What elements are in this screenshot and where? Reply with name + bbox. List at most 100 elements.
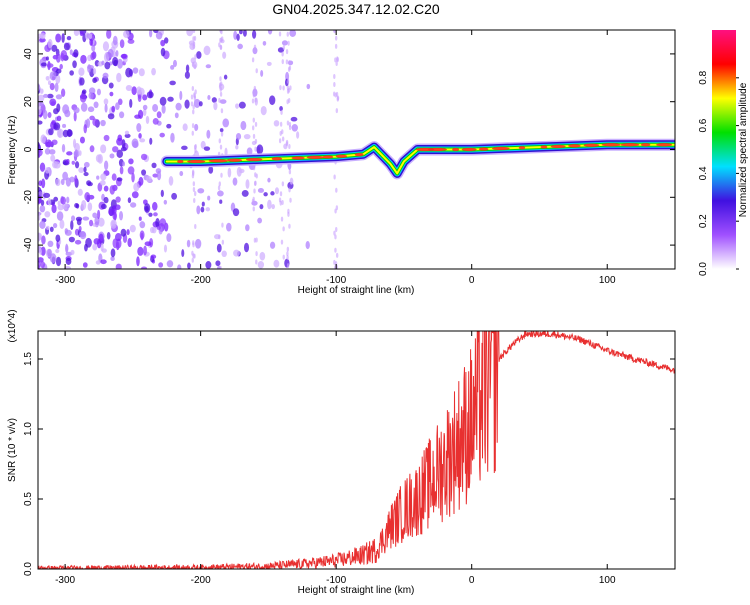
spectrogram-speckle	[259, 251, 266, 261]
spectrogram-speckle	[166, 260, 174, 268]
spectrogram-speckle	[109, 185, 116, 195]
spectrogram-speckle	[85, 237, 92, 248]
spectrogram-speckle	[138, 68, 145, 77]
spectrogram-speckle	[286, 31, 289, 37]
spectrogram-speckle	[334, 57, 337, 63]
spectrogram-speckle	[273, 120, 280, 127]
spectrogram-speckle	[257, 217, 263, 224]
spectrogram-speckle	[160, 189, 164, 198]
colorbar-tick-label: 0.2	[698, 214, 709, 228]
spectrogram-speckle	[285, 59, 289, 65]
spectrogram-speckle	[192, 41, 196, 47]
spectrogram-speckle	[100, 173, 107, 181]
spectrogram-speckle	[335, 205, 339, 211]
snr-ylabel: SNR (10 * v/v)	[7, 418, 18, 482]
spectrogram-speckle	[254, 138, 258, 144]
spectrogram-speckle	[193, 191, 197, 197]
spectrogram-speckle	[253, 188, 256, 194]
spectrogram-speckle	[55, 178, 61, 187]
spectrogram-speckle	[255, 68, 258, 74]
spectrogram-speckle	[220, 131, 224, 137]
spectrogram-speckle	[170, 132, 175, 143]
spectrogram-speckle	[132, 67, 139, 74]
spectrogram-speckle	[83, 161, 90, 168]
spectrogram-speckle	[282, 45, 286, 51]
spectrogram-speckle	[218, 97, 221, 103]
spectrogram-speckle	[285, 141, 289, 147]
spectrogram-speckle	[90, 52, 95, 61]
spectrogram-speckle	[186, 239, 191, 248]
spectrogram-speckle	[66, 151, 73, 156]
spectrogram-speckle	[83, 172, 89, 177]
spectrogram-speckle	[277, 47, 285, 53]
spectrogram-speckle	[53, 122, 61, 131]
spectrogram-speckle	[335, 252, 339, 258]
spectrogram-speckle	[238, 101, 246, 109]
spectrogram-speckle	[205, 261, 212, 269]
spectrogram-speckle	[107, 48, 114, 58]
spectrogram-speckle	[79, 31, 84, 37]
spectrogram-speckle	[79, 77, 85, 86]
spectrogram-speckle	[47, 80, 52, 86]
spectrogram-speckle	[64, 109, 71, 118]
snr-frame	[38, 331, 675, 569]
spectrogram-speckle	[128, 158, 134, 165]
spectrogram-speckle	[52, 223, 58, 229]
spectrogram-speckle	[40, 199, 45, 206]
snr-plot: -300 -200 -100 0 100 0.0 0.5 1.0 1.5 Height of …	[7, 309, 676, 596]
spectrogram-speckle	[138, 216, 142, 221]
spectrogram-speckle	[306, 83, 311, 90]
spectrogram-speckle	[120, 146, 127, 152]
spectrogram-speckle	[288, 60, 291, 66]
spectrogram-speckle	[84, 192, 91, 201]
spectrogram-speckle	[39, 248, 43, 255]
spectrogram-hotspot	[601, 143, 621, 147]
spectrogram-speckle	[281, 51, 284, 57]
spectrogram-speckle	[197, 188, 205, 194]
spectrogram-ridge	[160, 138, 675, 180]
spectrogram-speckle	[192, 30, 196, 34]
spectrogram-hotspot	[246, 157, 263, 162]
spectrogram-speckle	[56, 115, 62, 122]
spectrogram-speckle	[137, 94, 142, 103]
spectrogram-speckle	[140, 153, 148, 161]
spectrogram-speckle	[130, 202, 137, 208]
spectrogram-hotspot	[427, 147, 447, 152]
spectrogram-speckle	[112, 35, 118, 46]
spectrogram-speckle	[60, 196, 67, 205]
spectrogram-speckle	[289, 85, 292, 91]
spectrogram-speckle	[243, 242, 250, 253]
spectrogram-speckle	[252, 133, 256, 139]
spectrogram-hotspot	[620, 143, 640, 147]
spectrogram-speckle	[190, 57, 196, 64]
spectrogram-speckle	[198, 101, 203, 107]
spectrogram-speckle	[140, 266, 148, 269]
spectrogram-speckle	[66, 36, 72, 41]
spectrogram-speckle	[38, 94, 45, 102]
spectrogram-speckle	[286, 263, 290, 269]
spectrogram-speckle	[40, 246, 46, 256]
colorbar-tick-label: 0.6	[698, 118, 709, 132]
spectrogram-speckle	[192, 242, 195, 248]
spectrogram-speckle	[196, 205, 201, 215]
spectrogram-speckle	[219, 86, 222, 92]
spectrogram-speckle	[255, 237, 258, 243]
spectrogram-speckle	[115, 196, 121, 203]
snr-xlabel: Height of straight line (km)	[298, 585, 415, 596]
spectrogram-speckle	[49, 98, 57, 106]
x-tick-label: 100	[599, 275, 616, 286]
spectrogram-speckle	[218, 190, 222, 196]
spectrogram-speckle	[255, 259, 258, 265]
x-tick-label: 0	[469, 275, 475, 286]
spectrogram-speckle	[196, 51, 202, 59]
spectrogram-speckle	[288, 125, 292, 131]
spectrogram-speckle	[69, 70, 74, 76]
spectrogram-speckle	[149, 226, 155, 234]
spectrogram-speckle	[263, 192, 268, 197]
spectrogram-speckle	[279, 191, 283, 197]
spectrogram-hotspot	[227, 158, 243, 162]
spectrogram-speckle	[42, 109, 48, 120]
spectrogram-speckle	[252, 30, 257, 39]
x-tick-label: 100	[599, 575, 616, 586]
spectrogram-speckle	[168, 175, 174, 186]
